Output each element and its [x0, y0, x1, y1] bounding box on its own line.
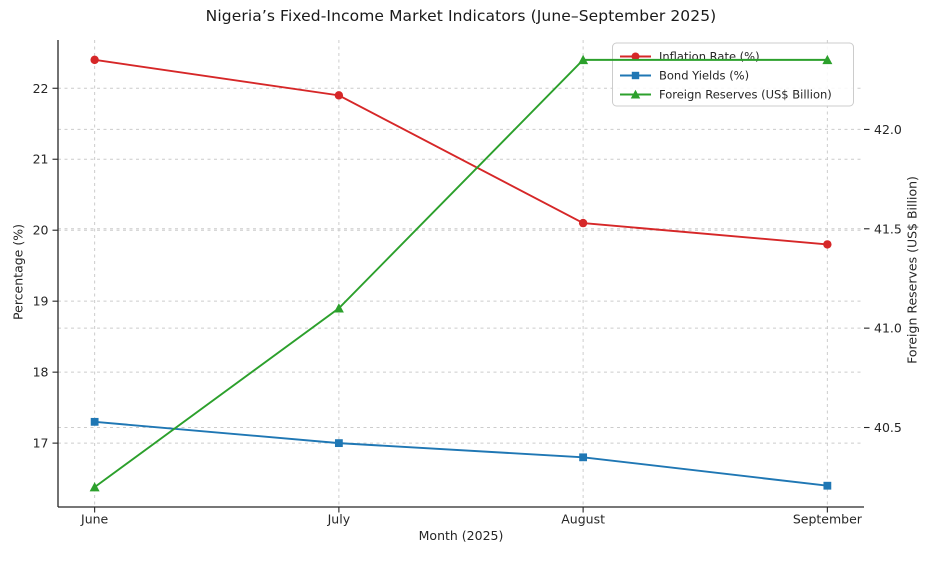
x-tick-label: July — [327, 512, 351, 527]
y-right-tick-label: 41.0 — [874, 321, 902, 336]
series-bond-yields — [90, 417, 832, 490]
y-right-tick-label: 40.5 — [874, 420, 902, 435]
x-axis: June July August September — [80, 507, 863, 527]
legend: Inflation Rate (%) Bond Yields (%) Foreign… — [612, 42, 854, 107]
y-right-tick-label: 41.5 — [874, 221, 902, 236]
axes-spines — [57, 40, 864, 508]
x-tick-label: June — [80, 512, 109, 527]
y-left-tick-label: 21 — [33, 152, 49, 167]
y-axis-right: 40.5 41.0 41.5 42.0 — [864, 122, 902, 435]
y-right-tick-label: 42.0 — [874, 122, 902, 137]
y-axis-label-left: Percentage (%) — [10, 224, 26, 320]
y-left-tick-label: 18 — [33, 365, 49, 380]
chart-title: Nigeria’s Fixed-Income Market Indicators… — [205, 7, 717, 25]
y-left-tick-label: 22 — [33, 81, 49, 96]
legend-label: Foreign Reserves (US$ Billion) — [659, 88, 832, 102]
legend-label: Inflation Rate (%) — [659, 50, 760, 64]
gridlines — [58, 40, 864, 507]
y-left-tick-label: 20 — [33, 223, 49, 238]
legend-label: Bond Yields (%) — [659, 69, 749, 83]
x-axis-label: Month (2025) — [418, 528, 504, 543]
x-tick-label: August — [561, 512, 605, 527]
series-inflation-rate — [90, 55, 832, 249]
y-left-tick-label: 19 — [33, 294, 49, 309]
series-foreign-reserves-us-billion — [89, 54, 833, 492]
y-axis-left: 17 18 19 20 21 22 — [33, 81, 58, 451]
y-left-tick-label: 17 — [33, 436, 49, 451]
legend-box — [612, 42, 854, 107]
y-axis-label-right: Foreign Reserves (US$ Billion) — [904, 176, 920, 364]
x-tick-label: September — [793, 512, 863, 527]
